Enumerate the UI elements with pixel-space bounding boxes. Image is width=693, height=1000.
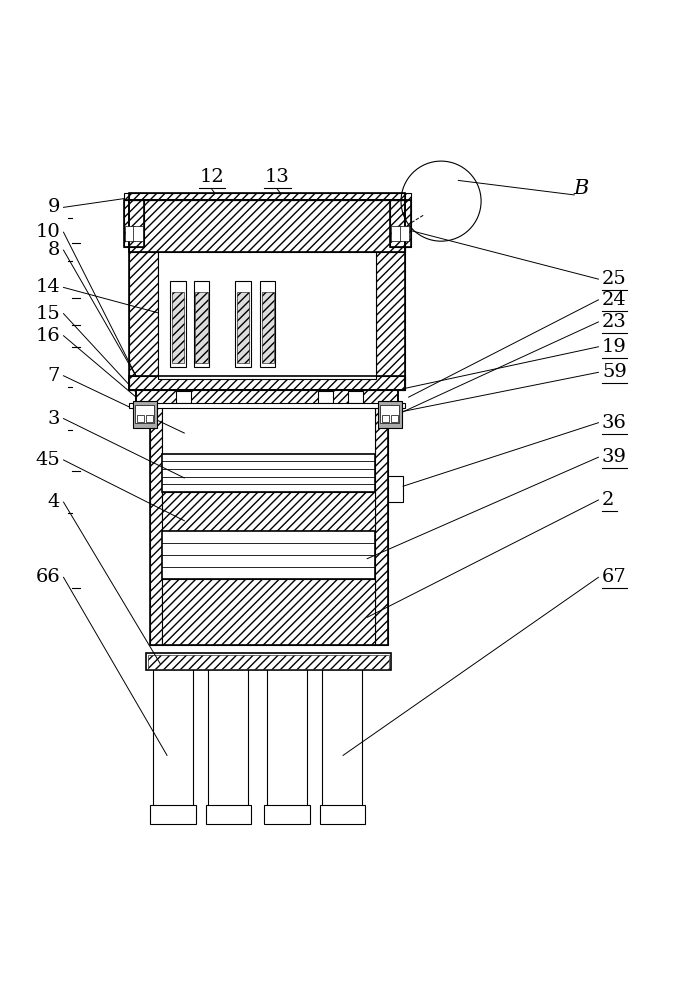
Bar xyxy=(129,193,405,200)
Bar xyxy=(380,405,399,423)
Bar xyxy=(125,226,134,241)
Bar xyxy=(376,200,405,390)
Bar xyxy=(129,403,405,408)
Bar xyxy=(392,226,401,241)
Bar xyxy=(170,281,186,367)
Bar xyxy=(136,390,398,405)
Bar xyxy=(261,281,275,367)
Text: B: B xyxy=(574,179,589,198)
Bar xyxy=(150,805,196,824)
Bar xyxy=(378,401,402,428)
Bar xyxy=(162,454,376,492)
Bar xyxy=(161,253,373,378)
Text: 19: 19 xyxy=(602,338,626,356)
Bar xyxy=(137,415,143,422)
Bar xyxy=(129,376,405,390)
Text: 16: 16 xyxy=(35,327,60,345)
Text: 8: 8 xyxy=(48,241,60,259)
Bar xyxy=(129,200,405,252)
Bar xyxy=(390,193,411,200)
Bar xyxy=(376,403,388,645)
Bar xyxy=(236,281,251,367)
Bar xyxy=(194,281,209,367)
Bar xyxy=(162,403,376,454)
Bar xyxy=(162,579,376,645)
Text: 24: 24 xyxy=(602,291,626,309)
Bar xyxy=(206,805,252,824)
Bar xyxy=(382,415,389,422)
Bar xyxy=(237,292,249,363)
Bar xyxy=(172,292,184,363)
Bar xyxy=(209,667,249,807)
Text: 36: 36 xyxy=(602,414,626,432)
Bar xyxy=(129,376,405,390)
Bar xyxy=(150,403,162,645)
Text: 66: 66 xyxy=(35,568,60,586)
Text: 4: 4 xyxy=(48,493,60,511)
Bar xyxy=(132,401,157,428)
Bar xyxy=(176,391,191,403)
Bar xyxy=(162,492,376,531)
Bar xyxy=(136,390,398,405)
Text: 39: 39 xyxy=(602,448,627,466)
Text: 2: 2 xyxy=(602,491,614,509)
Bar xyxy=(123,193,144,200)
Text: 25: 25 xyxy=(602,270,626,288)
Bar xyxy=(348,391,363,403)
Bar xyxy=(390,200,411,247)
Bar xyxy=(150,403,388,645)
Bar xyxy=(148,655,389,669)
Text: 13: 13 xyxy=(265,168,290,186)
Text: 67: 67 xyxy=(602,568,626,586)
Bar xyxy=(129,200,158,390)
Bar xyxy=(319,805,365,824)
Bar xyxy=(400,226,410,241)
Bar xyxy=(264,805,310,824)
Bar xyxy=(153,667,193,807)
Text: 12: 12 xyxy=(200,168,225,186)
Text: 9: 9 xyxy=(48,198,60,216)
Bar xyxy=(322,667,362,807)
Text: 23: 23 xyxy=(602,313,626,331)
Bar xyxy=(146,415,152,422)
Bar xyxy=(391,415,398,422)
Bar xyxy=(162,531,376,579)
Bar xyxy=(129,200,405,390)
Bar xyxy=(317,391,333,403)
Bar xyxy=(129,193,405,200)
Bar xyxy=(390,200,411,247)
Bar xyxy=(123,200,144,247)
Text: 3: 3 xyxy=(48,410,60,428)
Text: 59: 59 xyxy=(602,363,626,381)
Bar xyxy=(146,653,392,670)
Bar xyxy=(135,405,154,423)
Bar xyxy=(133,226,143,241)
Text: 10: 10 xyxy=(35,223,60,241)
Bar xyxy=(123,200,144,247)
Bar xyxy=(261,292,274,363)
Text: 7: 7 xyxy=(48,367,60,385)
Text: 14: 14 xyxy=(35,278,60,296)
Bar xyxy=(129,200,405,252)
Bar xyxy=(195,292,208,363)
Bar xyxy=(388,476,403,502)
Bar xyxy=(267,667,307,807)
Text: 15: 15 xyxy=(35,305,60,323)
Text: 45: 45 xyxy=(35,451,60,469)
Bar xyxy=(158,252,376,379)
